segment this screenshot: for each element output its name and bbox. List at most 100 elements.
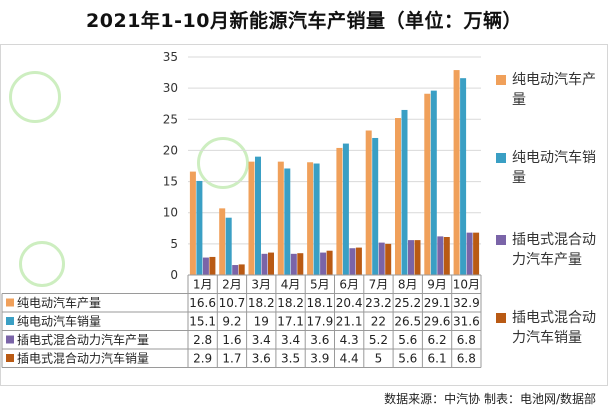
data-label: 3.9 [310, 352, 329, 366]
x-tick-label: 9月 [427, 278, 447, 292]
data-label: 19 [254, 315, 269, 329]
data-label: 6.8 [457, 333, 476, 347]
bar-bev-production [453, 70, 460, 275]
bar-phev-production [378, 242, 385, 275]
legend-item-bev-sales: 纯电动汽车销量 [496, 148, 608, 188]
data-label: 5.2 [369, 333, 388, 347]
bar-bev-production [336, 147, 343, 275]
bar-bev-production [189, 171, 196, 275]
bar-phev-production [437, 236, 444, 275]
watermark-logo-bottom [19, 241, 65, 287]
data-label: 31.6 [453, 315, 480, 329]
data-label: 3.6 [252, 352, 271, 366]
data-label: 6.8 [457, 352, 476, 366]
bar-phev-production [232, 265, 239, 275]
y-tick-label: 30 [163, 81, 178, 95]
bar-phev-production [408, 240, 414, 275]
bar-phev-sales [297, 253, 304, 275]
data-label: 20.4 [336, 296, 363, 310]
bar-bev-production [307, 162, 314, 275]
y-tick-label: 35 [163, 50, 178, 64]
data-label: 21.1 [336, 315, 363, 329]
bar-bev-sales [460, 78, 467, 275]
legend-label: 纯电动汽车产量 [512, 72, 596, 108]
watermark-logo-center [197, 137, 249, 189]
bar-phev-sales [414, 240, 421, 275]
data-label: 15.1 [189, 315, 216, 329]
data-label: 4.3 [340, 333, 359, 347]
data-label: 17.1 [277, 315, 304, 329]
bar-phev-production [466, 232, 473, 275]
table-row-label: 插电式混合动力汽车产量 [17, 332, 149, 347]
data-label: 1.6 [222, 333, 241, 347]
table-row-label: 纯电动汽车产量 [17, 295, 101, 310]
data-label: 17.9 [306, 315, 333, 329]
data-label: 9.2 [222, 315, 241, 329]
data-label: 22 [371, 315, 386, 329]
legend-item-bev-production: 纯电动汽车产量 [496, 70, 608, 110]
x-tick-label: 10月 [453, 278, 480, 292]
bar-phev-production [320, 252, 327, 275]
bar-phev-sales [268, 252, 274, 275]
data-label: 6.2 [428, 333, 447, 347]
data-label: 18.1 [306, 296, 333, 310]
bar-bev-sales [313, 163, 320, 275]
legend-item-phev-sales: 插电式混合动力汽车销量 [496, 308, 608, 348]
data-label: 2.9 [193, 352, 212, 366]
x-tick-label: 6月 [339, 278, 359, 292]
legend-swatch-bev-production [496, 75, 506, 85]
bar-bev-production [219, 208, 226, 275]
data-label: 1.7 [222, 352, 241, 366]
bar-phev-sales [473, 232, 480, 275]
table-row-swatch [6, 298, 14, 307]
bar-bev-sales [255, 156, 261, 275]
bar-bev-production [424, 93, 431, 276]
bar-phev-production [349, 248, 356, 275]
bar-phev-sales [443, 237, 450, 275]
y-tick-label: 0 [170, 268, 178, 282]
legend-label: 插电式混合动力汽车产量 [512, 232, 596, 268]
bar-bev-sales [430, 90, 437, 276]
y-tick-label: 15 [163, 175, 178, 189]
table-row-swatch [6, 317, 14, 325]
bar-phev-sales [326, 250, 333, 275]
data-label: 5.6 [398, 352, 417, 366]
table-row-label: 纯电动汽车销量 [17, 314, 101, 329]
data-label: 29.1 [424, 296, 451, 310]
legend-label: 插电式混合动力汽车销量 [512, 310, 596, 346]
data-label: 5 [375, 352, 383, 366]
x-tick-label: 4月 [281, 278, 301, 292]
bar-phev-production [290, 253, 297, 275]
x-tick-label: 7月 [369, 278, 389, 292]
bar-bev-sales [342, 143, 349, 275]
bar-phev-sales [238, 264, 245, 275]
data-label: 3.5 [281, 352, 300, 366]
x-tick-label: 5月 [310, 278, 330, 292]
x-tick-label: 1月 [193, 278, 213, 292]
bar-phev-production [202, 257, 209, 275]
x-tick-label: 8月 [398, 278, 418, 292]
source-caption: 数据来源：中汽协 制表：电池网/数据部 [384, 392, 596, 406]
bar-bev-production [277, 161, 284, 275]
data-label: 32.9 [453, 296, 480, 310]
bar-bev-sales [196, 180, 203, 275]
watermark-logo-left [9, 71, 61, 123]
bar-bev-production [365, 130, 372, 275]
table-row-swatch [6, 335, 14, 344]
data-label: 25.2 [394, 296, 421, 310]
bar-phev-sales [355, 247, 362, 275]
table-row-label: 插电式混合动力汽车销量 [17, 351, 149, 366]
bar-phev-sales [385, 243, 392, 275]
data-label: 2.8 [193, 333, 212, 347]
y-tick-label: 10 [163, 206, 178, 220]
bar-phev-production [261, 253, 268, 275]
legend-label: 纯电动汽车销量 [512, 150, 596, 186]
y-tick-label: 20 [163, 143, 178, 157]
legend-swatch-phev-production [496, 235, 506, 245]
data-label: 29.6 [424, 315, 451, 329]
data-label: 6.1 [428, 352, 447, 366]
chart-frame: 0 5 10 15 20 25 30 35 1月 2月 3月 4月 5月 6月 7月 8月 9月 10月 纯电动汽车… [0, 44, 608, 386]
data-label: 18.2 [248, 296, 275, 310]
y-tick-label: 25 [163, 112, 178, 126]
legend-swatch-phev-sales [496, 313, 506, 323]
